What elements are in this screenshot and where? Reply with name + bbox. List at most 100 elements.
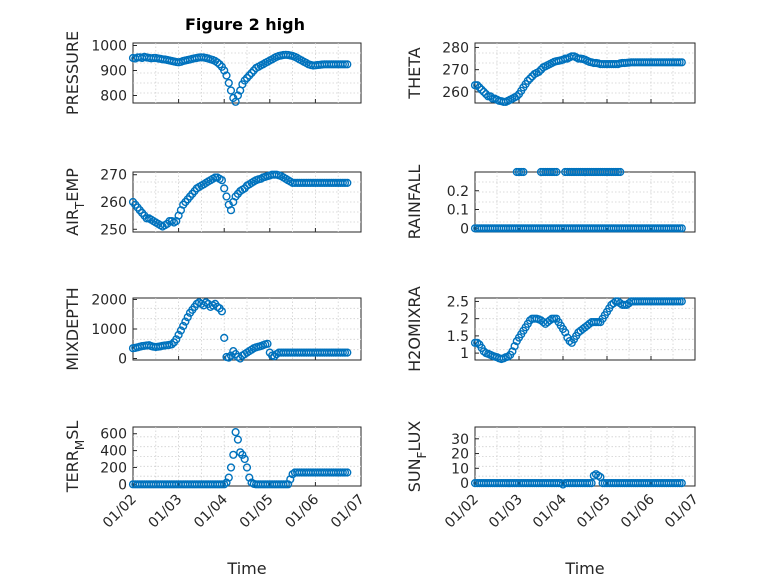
data-point (217, 480, 227, 489)
data-point (220, 333, 229, 343)
data-point (174, 330, 183, 340)
y-axis-label: RAINFALL (405, 165, 424, 240)
x-axis-label: Time (564, 559, 604, 578)
y-tick-label: 800 (100, 89, 127, 105)
y-tick-label: 400 (100, 444, 127, 460)
data-point (479, 347, 488, 356)
y-tick-label: 900 (100, 64, 127, 80)
y-tick-label: 0 (460, 476, 469, 492)
data-point (242, 463, 252, 472)
series-markers (128, 170, 352, 231)
data-point (677, 479, 686, 488)
subplot-4: 0 0.1 0.2 RAINFALL (405, 165, 696, 240)
data-point (222, 71, 231, 80)
data-point (343, 348, 352, 357)
data-point (220, 184, 229, 193)
x-tick-label: 01/06 (618, 491, 658, 531)
y-tick-label: 0 (460, 221, 469, 237)
data-point (508, 347, 517, 356)
data-point (233, 91, 243, 100)
y-tick-label: 260 (100, 195, 127, 211)
data-point (222, 192, 231, 201)
y-tick-label: 2 (460, 312, 469, 328)
data-point (473, 81, 482, 90)
data-point (616, 167, 625, 177)
data-point (587, 479, 596, 488)
series-markers (470, 167, 686, 233)
data-point (181, 317, 190, 326)
series-markers (470, 470, 686, 489)
data-point (503, 352, 513, 361)
data-point (172, 335, 181, 344)
y-tick-label: 200 (100, 460, 127, 476)
data-point (561, 328, 570, 337)
data-point (343, 60, 352, 69)
data-point (233, 435, 243, 444)
y-tick-label: 1.5 (447, 329, 469, 345)
y-tick-label: 270 (100, 168, 127, 184)
data-point (222, 478, 231, 487)
y-tick-label: 2.5 (447, 294, 469, 310)
x-tick-label: 01/05 (237, 492, 277, 532)
data-point (226, 86, 236, 95)
y-tick-label: 1000 (91, 39, 127, 55)
data-point (245, 473, 254, 482)
data-point (343, 178, 352, 188)
subplot-6: 11.52 2.5 H2OMIXRA (405, 286, 696, 372)
data-point (224, 78, 233, 88)
y-tick-label: 0 (118, 477, 127, 493)
data-point (226, 206, 236, 215)
data-point (242, 73, 252, 83)
data-point (245, 71, 254, 80)
data-point (477, 85, 486, 94)
subplot-3: 250 260 270 AIRTEMP (63, 168, 362, 238)
y-axis-label: THETA (405, 47, 424, 99)
figure-title: Figure 2 high (185, 15, 305, 34)
data-point (486, 92, 495, 101)
data-point (213, 58, 222, 67)
data-point (217, 176, 227, 185)
y-axis-label: SUNFLUX (405, 421, 429, 493)
data-point (279, 480, 288, 489)
data-point (176, 326, 186, 335)
series-markers (128, 50, 352, 106)
y-tick-label: 0.2 (447, 184, 469, 200)
x-tick-label: 01/03 (146, 492, 186, 532)
data-point (340, 60, 350, 69)
data-point (240, 76, 249, 85)
y-axis-label: TERRMSL (63, 421, 87, 494)
y-tick-label: 280 (442, 40, 469, 56)
y-axis-label: PRESSURE (63, 31, 82, 115)
y-tick-label: 10 (451, 461, 469, 477)
data-point (247, 68, 256, 78)
y-tick-label: 20 (451, 447, 469, 463)
data-point (523, 76, 532, 85)
y-axis-label: MIXDEPTH (63, 287, 82, 370)
data-point (240, 454, 249, 464)
y-tick-label: 2000 (91, 292, 127, 308)
data-point (552, 167, 561, 177)
data-point (534, 67, 543, 77)
data-point (215, 60, 224, 69)
data-point (512, 92, 521, 101)
data-point (525, 74, 535, 83)
y-axis-label: AIRTEMP (63, 168, 87, 236)
y-tick-label: 1 (460, 346, 469, 362)
x-tick-label: 01/03 (486, 492, 526, 532)
data-point (231, 428, 240, 437)
x-tick-label: 01/06 (282, 491, 322, 531)
y-tick-label: 250 (100, 222, 127, 238)
data-point (220, 66, 229, 75)
y-axis-label: H2OMIXRA (405, 286, 424, 372)
data-point (510, 342, 519, 351)
data-point (236, 448, 245, 457)
y-tick-label: 270 (442, 63, 469, 79)
data-point (475, 83, 484, 92)
y-tick-label: 600 (100, 427, 127, 443)
data-point (224, 473, 233, 482)
subplot-2: 260 270 280 THETA (405, 40, 696, 107)
data-point (217, 307, 227, 316)
